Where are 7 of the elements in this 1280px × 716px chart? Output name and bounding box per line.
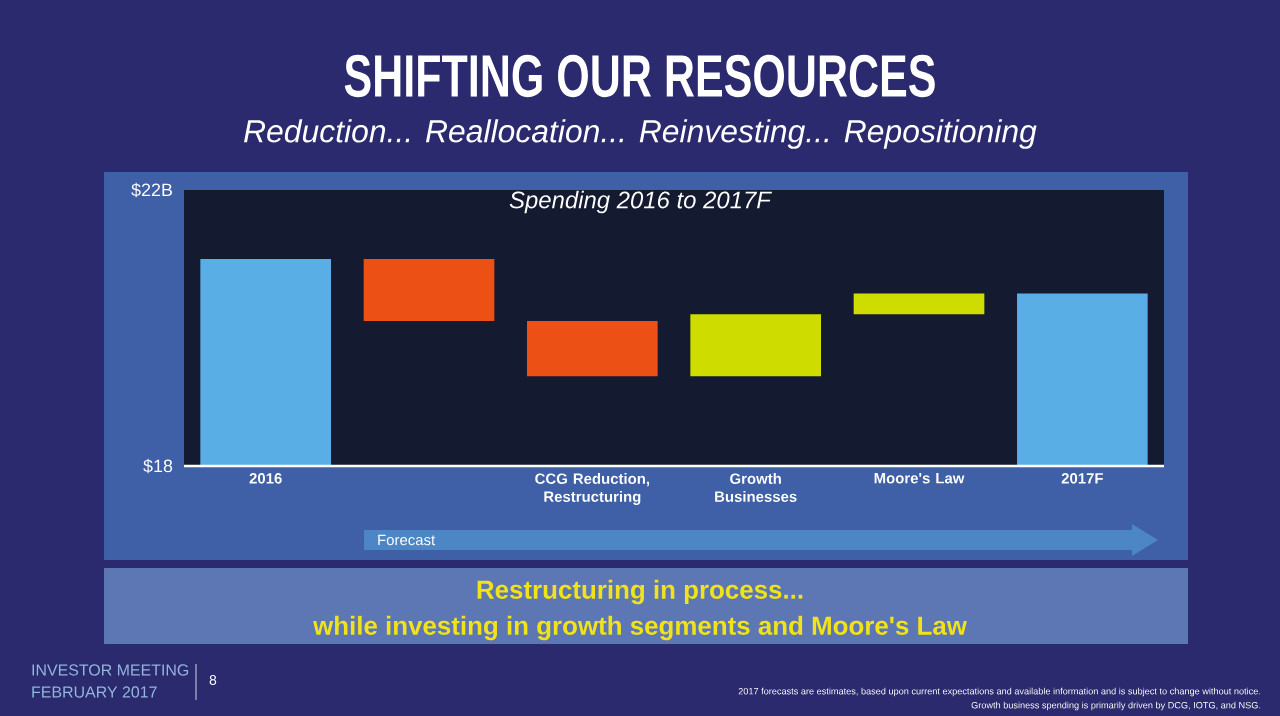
text: while investing in growth segments and Moore's Law — [313, 615, 967, 641]
annotation: Spending 2016 to 2017F — [509, 190, 773, 214]
y-tick-label: $22B — [131, 182, 173, 198]
chart-subtitle: Reduction... Reallocation... Reinvesting... Repositioning — [244, 119, 1037, 149]
chart-title: SHIFTING OUR RESOURCES — [344, 54, 935, 98]
text: Restructuring in process... — [477, 579, 803, 605]
y-tick-label: $18 — [143, 458, 173, 474]
